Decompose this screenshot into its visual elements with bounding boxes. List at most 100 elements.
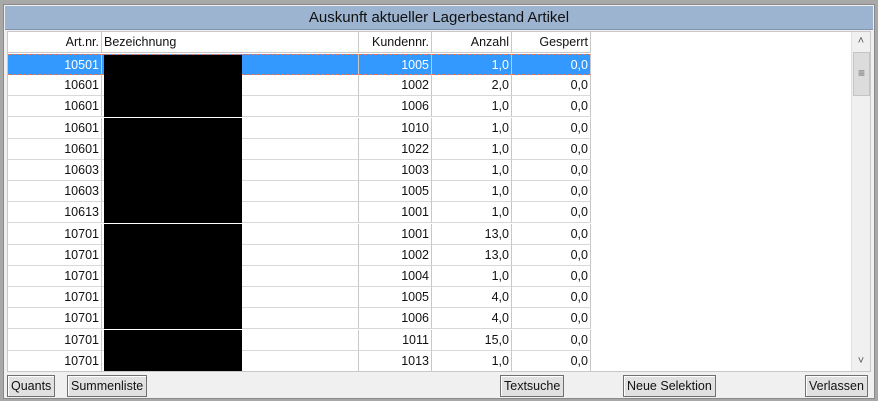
cell-kundennr: 1001 (359, 223, 432, 245)
neue-selektion-button[interactable]: Neue Selektion (623, 375, 716, 397)
redacted-block (104, 223, 242, 245)
column-header-art-nr[interactable]: Art.nr. (8, 32, 102, 53)
cell-anzahl: 1,0 (432, 202, 512, 224)
cell-anzahl: 15,0 (432, 329, 512, 351)
cell-art-nr: 10601 (8, 138, 102, 160)
table-row[interactable]: 10701 1005 4,0 0,0 (8, 287, 591, 309)
cell-kundennr: 1006 (359, 96, 432, 118)
cell-anzahl: 13,0 (432, 244, 512, 266)
cell-anzahl: 1,0 (432, 160, 512, 181)
table-row[interactable]: 10701 1002 13,0 0,0 (8, 244, 591, 266)
scroll-down-icon[interactable]: ˅ (857, 355, 865, 367)
redacted-block (104, 181, 242, 203)
cell-bezeichnung (102, 54, 359, 76)
table-row[interactable]: 10501 1005 1,0 0,0 (8, 54, 591, 76)
window-title: Auskunft aktueller Lagerbestand Artikel (5, 6, 873, 30)
cell-bezeichnung (102, 181, 359, 203)
cell-bezeichnung (102, 266, 359, 287)
window: Auskunft aktueller Lagerbestand Artikel … (3, 4, 875, 399)
redacted-block (104, 308, 242, 330)
cell-gesperrt: 0,0 (512, 138, 591, 160)
cell-anzahl: 13,0 (432, 223, 512, 245)
cell-anzahl: 1,0 (432, 54, 512, 75)
table-row[interactable]: 10701 1001 13,0 0,0 (8, 223, 591, 245)
cell-anzahl: 4,0 (432, 308, 512, 330)
cell-gesperrt: 0,0 (512, 96, 591, 118)
redacted-block (104, 329, 242, 351)
cell-art-nr: 10613 (8, 202, 102, 224)
cell-art-nr: 10601 (8, 96, 102, 118)
cell-kundennr: 1010 (359, 117, 432, 139)
table-row[interactable]: 10601 1022 1,0 0,0 (8, 138, 591, 160)
table-header: Art.nr. Bezeichnung Kundennr. Anzahl Ges… (8, 32, 591, 53)
cell-kundennr: 1002 (359, 244, 432, 266)
cell-bezeichnung (102, 350, 359, 371)
table-row[interactable]: 10601 1010 1,0 0,0 (8, 117, 591, 139)
cell-kundennr: 1005 (359, 181, 432, 203)
cell-art-nr: 10701 (8, 244, 102, 266)
table-row[interactable]: 10701 1011 15,0 0,0 (8, 329, 591, 351)
cell-kundennr: 1004 (359, 266, 432, 287)
column-header-anzahl[interactable]: Anzahl (432, 32, 512, 53)
cell-art-nr: 10603 (8, 160, 102, 181)
cell-anzahl: 1,0 (432, 96, 512, 118)
redacted-block (104, 75, 242, 97)
scroll-thumb[interactable]: ≡ (853, 52, 870, 96)
cell-art-nr: 10701 (8, 287, 102, 309)
table-row[interactable]: 10701 1013 1,0 0,0 (8, 350, 591, 371)
cell-art-nr: 10701 (8, 308, 102, 330)
cell-bezeichnung (102, 96, 359, 118)
cell-anzahl: 1,0 (432, 181, 512, 203)
cell-gesperrt: 0,0 (512, 244, 591, 266)
redacted-block (104, 138, 242, 160)
redacted-block (104, 244, 242, 266)
cell-gesperrt: 0,0 (512, 181, 591, 203)
column-header-kundennr[interactable]: Kundennr. (359, 32, 432, 53)
table-row[interactable]: 10601 1002 2,0 0,0 (8, 75, 591, 97)
cell-gesperrt: 0,0 (512, 223, 591, 245)
summenliste-button[interactable]: Summenliste (67, 375, 148, 397)
redacted-block (104, 287, 242, 309)
scroll-up-icon[interactable]: ˄ (857, 35, 865, 47)
cell-bezeichnung (102, 138, 359, 160)
cell-anzahl: 2,0 (432, 75, 512, 97)
cell-gesperrt: 0,0 (512, 54, 591, 75)
cell-bezeichnung (102, 244, 359, 266)
cell-bezeichnung (102, 223, 359, 245)
table-row[interactable]: 10701 1006 4,0 0,0 (8, 308, 591, 330)
cell-kundennr: 1005 (359, 54, 432, 75)
table-row[interactable]: 10603 1003 1,0 0,0 (8, 160, 591, 181)
cell-kundennr: 1003 (359, 160, 432, 181)
cell-kundennr: 1011 (359, 329, 432, 351)
cell-art-nr: 10501 (8, 54, 102, 75)
cell-art-nr: 10701 (8, 329, 102, 351)
table-row[interactable]: 10701 1004 1,0 0,0 (8, 266, 591, 287)
redacted-block (104, 266, 242, 287)
table-row[interactable]: 10613 1001 1,0 0,0 (8, 202, 591, 224)
cell-bezeichnung (102, 202, 359, 224)
table-row[interactable]: 10601 1006 1,0 0,0 (8, 96, 591, 118)
cell-art-nr: 10601 (8, 75, 102, 97)
redacted-block (104, 117, 242, 139)
cell-kundennr: 1006 (359, 308, 432, 330)
textsuche-button[interactable]: Textsuche (500, 375, 565, 397)
cell-gesperrt: 0,0 (512, 117, 591, 139)
cell-gesperrt: 0,0 (512, 160, 591, 181)
cell-gesperrt: 0,0 (512, 329, 591, 351)
verlassen-button[interactable]: Verlassen (805, 375, 868, 397)
cell-art-nr: 10701 (8, 223, 102, 245)
cell-anzahl: 4,0 (432, 287, 512, 309)
quants-button[interactable]: Quants (7, 375, 56, 397)
cell-gesperrt: 0,0 (512, 266, 591, 287)
column-header-gesperrt[interactable]: Gesperrt (512, 32, 591, 53)
cell-bezeichnung (102, 117, 359, 139)
cell-kundennr: 1005 (359, 287, 432, 309)
cell-gesperrt: 0,0 (512, 350, 591, 371)
table-row[interactable]: 10603 1005 1,0 0,0 (8, 181, 591, 203)
cell-bezeichnung (102, 160, 359, 181)
cell-anzahl: 1,0 (432, 117, 512, 139)
column-header-bezeichnung[interactable]: Bezeichnung (102, 32, 359, 53)
cell-art-nr: 10603 (8, 181, 102, 203)
vertical-scrollbar[interactable]: ˄ ≡ ˅ (851, 32, 870, 371)
cell-bezeichnung (102, 329, 359, 351)
